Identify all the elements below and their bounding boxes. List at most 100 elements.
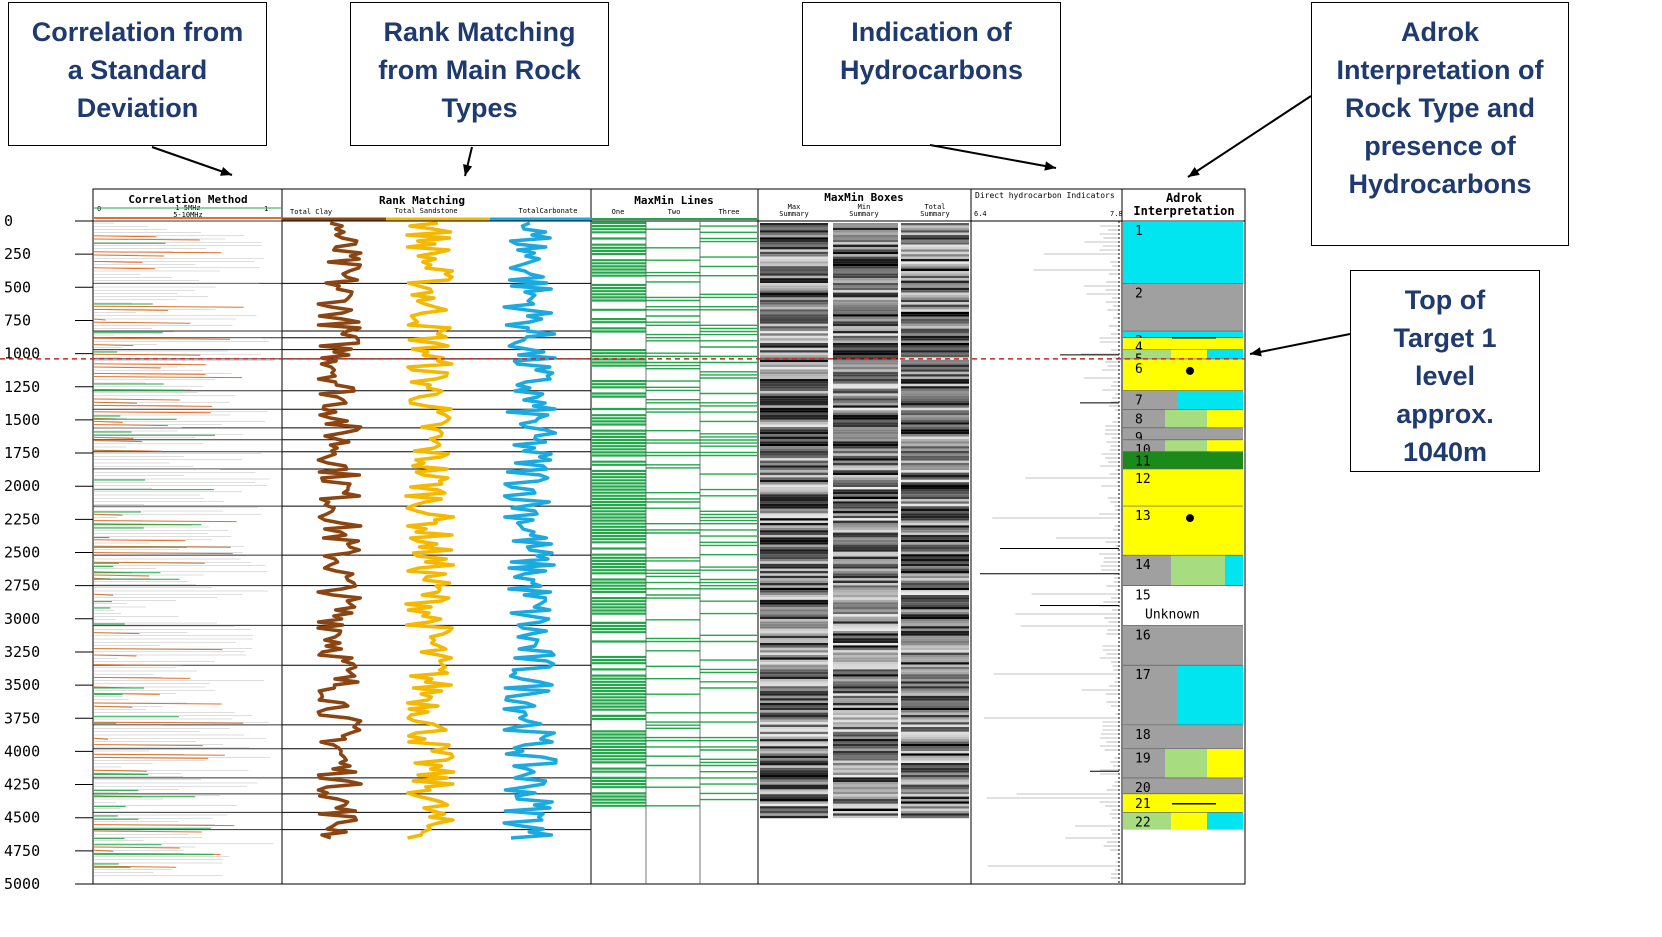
maxmin-box [833, 566, 898, 569]
maxmin-box [760, 736, 828, 739]
maxmin-box [901, 513, 969, 516]
maxmin-box [760, 424, 828, 427]
maxmin-box [833, 304, 898, 307]
maxmin-box [760, 707, 828, 711]
correlation-trace-1-5mhz [93, 440, 143, 443]
maxmin-box [901, 393, 969, 396]
maxmin-box [901, 633, 969, 636]
maxmin-box [833, 242, 898, 245]
maxmin-box [833, 568, 898, 571]
maxmin-box [901, 261, 969, 264]
maxmin-box [760, 487, 828, 490]
maxmin-box [901, 746, 969, 749]
maxmin-box [760, 326, 828, 329]
maxmin-box [833, 592, 898, 595]
maxmin-box [833, 667, 898, 670]
adrok-zone-label: 1 [1135, 224, 1143, 239]
header-boxes-series: Summary [849, 210, 879, 218]
maxmin-box [760, 626, 828, 629]
maxmin-box [760, 223, 828, 226]
arrow-hydrocarbons [929, 144, 1057, 169]
maxmin-box [760, 237, 828, 240]
maxmin-box [760, 451, 828, 454]
maxmin-box [760, 266, 828, 269]
maxmin-box [901, 561, 969, 564]
maxmin-box [760, 635, 828, 639]
depth-tick-label: 250 [4, 245, 31, 263]
maxmin-box [833, 650, 898, 653]
maxmin-box [760, 515, 828, 519]
maxmin-box [760, 355, 828, 358]
maxmin-box [760, 664, 828, 667]
header-lines-series: Two [668, 208, 681, 216]
maxmin-box [901, 741, 969, 744]
depth-tick-label: 750 [4, 311, 31, 329]
maxmin-box [833, 782, 898, 785]
header-lines-series: Three [718, 208, 739, 216]
maxmin-box [901, 515, 969, 519]
adrok-zone-label: 11 [1135, 455, 1151, 470]
correlation-trace-1-5mhz [93, 260, 143, 263]
maxmin-box [760, 338, 828, 341]
maxmin-box [833, 767, 898, 771]
maxmin-box [901, 671, 969, 675]
correlation-trace-1-5mhz [93, 654, 137, 657]
adrok-zone-note: Unknown [1145, 608, 1200, 623]
header-dhi-min: 6.4 [974, 210, 987, 218]
maxmin-box [760, 595, 828, 598]
adrok-zone-label: 22 [1135, 815, 1151, 830]
maxmin-box [901, 417, 969, 420]
maxmin-box [760, 671, 828, 675]
maxmin-box [901, 256, 969, 259]
maxmin-box [901, 463, 969, 466]
maxmin-box [901, 760, 969, 763]
maxmin-box [760, 441, 828, 444]
correlation-trace-1-5mhz [93, 824, 235, 827]
maxmin-box [901, 403, 969, 406]
maxmin-box [833, 652, 898, 655]
adrok-zone-label: 21 [1135, 797, 1151, 812]
maxmin-box [833, 559, 898, 562]
maxmin-box [760, 770, 828, 773]
maxmin-box [760, 554, 828, 557]
maxmin-box [833, 249, 898, 252]
maxmin-box [833, 664, 898, 667]
maxmin-box [901, 307, 969, 310]
maxmin-box [901, 441, 969, 444]
maxmin-box [833, 491, 898, 495]
maxmin-box [901, 587, 969, 591]
maxmin-box [901, 573, 969, 576]
maxmin-box [833, 273, 898, 276]
maxmin-box [833, 295, 898, 298]
adrok-zone-label: 16 [1135, 628, 1151, 643]
maxmin-box [760, 715, 828, 718]
adrok-zone-fill [1207, 812, 1243, 830]
maxmin-box [760, 304, 828, 307]
maxmin-box [760, 494, 828, 497]
maxmin-box [833, 631, 898, 634]
header-lines-series: One [612, 208, 625, 216]
maxmin-box [833, 458, 898, 461]
maxmin-box [901, 727, 969, 730]
correlation-trace-1-5mhz [93, 436, 134, 439]
maxmin-box [901, 448, 969, 451]
maxmin-box [760, 753, 828, 756]
maxmin-box [901, 544, 969, 547]
maxmin-box [901, 556, 969, 559]
maxmin-box [833, 347, 898, 351]
maxmin-box [901, 789, 969, 792]
maxmin-box [760, 779, 828, 783]
correlation-trace-1-5mhz [93, 769, 147, 772]
maxmin-box [760, 283, 828, 286]
maxmin-box [901, 611, 969, 615]
maxmin-box [760, 688, 828, 691]
maxmin-box [901, 602, 969, 605]
maxmin-box [901, 311, 969, 315]
maxmin-box [833, 371, 898, 375]
maxmin-box [901, 379, 969, 382]
maxmin-box [760, 710, 828, 713]
maxmin-box [901, 323, 969, 327]
maxmin-box [760, 760, 828, 763]
maxmin-box [833, 539, 898, 543]
maxmin-box [901, 266, 969, 269]
